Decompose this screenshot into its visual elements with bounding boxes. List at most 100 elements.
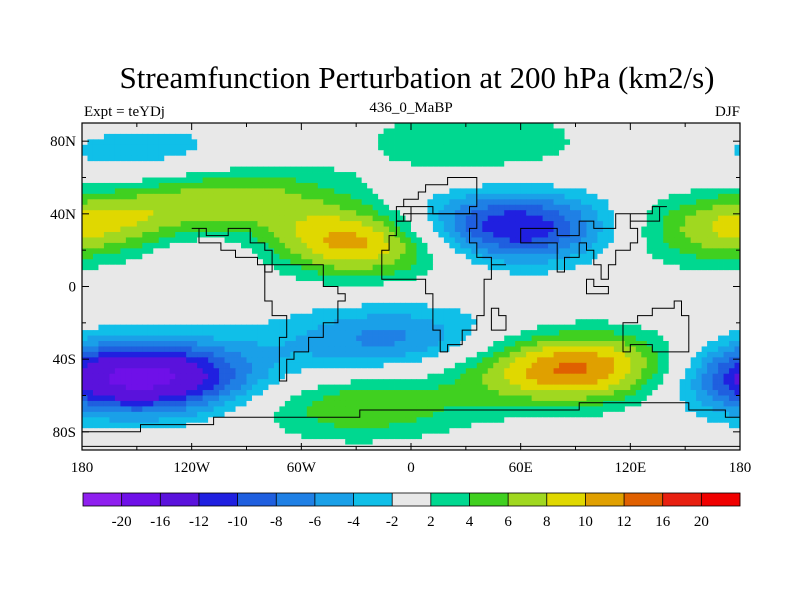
contour-cell (657, 188, 664, 195)
contour-cell (471, 335, 478, 342)
contour-cell (191, 264, 198, 271)
contour-cell (405, 259, 412, 266)
contour-cell (559, 275, 565, 282)
contour-cell (400, 155, 406, 162)
contour-cell (389, 204, 395, 211)
contour-cell (471, 313, 478, 320)
contour-cell (378, 199, 384, 206)
contour-cell (219, 275, 225, 282)
contour-cell (208, 144, 214, 151)
contour-cell (460, 139, 467, 146)
contour-cell (646, 166, 653, 173)
contour-cell (471, 166, 478, 173)
contour-cell (92, 215, 99, 222)
contour-cell (515, 161, 522, 167)
contour-cell (92, 237, 99, 244)
contour-cell (476, 204, 483, 211)
contour-cell (103, 248, 110, 255)
contour-cell (213, 182, 220, 189)
contour-cell (613, 275, 620, 282)
contour-cell (290, 281, 297, 287)
contour-cell (421, 128, 428, 135)
contour-cell (241, 291, 247, 298)
contour-cell (202, 155, 209, 162)
contour-cell (92, 302, 99, 309)
contour-cell (449, 346, 456, 353)
contour-cell (531, 281, 538, 287)
contour-cell (241, 172, 247, 178)
contour-cell (312, 341, 319, 347)
contour-cell (328, 221, 335, 227)
contour-cell (339, 226, 346, 233)
contour-cell (268, 166, 275, 173)
contour-cell (613, 341, 620, 347)
contour-cell (334, 172, 341, 178)
contour-cell (460, 210, 467, 217)
contour-cell (290, 313, 297, 320)
contour-cell (635, 308, 642, 315)
contour-cell (575, 264, 582, 271)
contour-cell (641, 172, 648, 178)
contour-cell (460, 253, 467, 260)
contour-cell (559, 172, 565, 178)
contour-cell (613, 204, 620, 211)
contour-cell (262, 177, 269, 184)
contour-cell (383, 270, 390, 276)
contour-cell (82, 182, 88, 189)
contour-cell (476, 259, 483, 266)
contour-cell (142, 188, 149, 195)
contour-cell (487, 259, 494, 266)
contour-cell (312, 123, 319, 129)
contour-cell (416, 324, 423, 331)
contour-cell (120, 199, 127, 206)
contour-cell (339, 204, 346, 211)
contour-cell (356, 128, 363, 135)
contour-cell (295, 139, 302, 146)
contour-cell (339, 319, 346, 326)
contour-cell (191, 324, 198, 331)
contour-cell (136, 335, 143, 342)
contour-cell (597, 161, 604, 167)
contour-cell (372, 172, 379, 178)
contour-cell (449, 308, 456, 315)
contour-cell (131, 144, 138, 151)
contour-cell (624, 144, 631, 151)
contour-cell (652, 199, 659, 206)
contour-cell (339, 215, 346, 222)
contour-cell (197, 302, 204, 309)
contour-cell (570, 330, 576, 336)
contour-cell (405, 270, 412, 276)
contour-cell (421, 199, 428, 206)
contour-cell (394, 281, 401, 287)
contour-cell (432, 166, 439, 173)
contour-cell (120, 297, 127, 304)
contour-cell (257, 259, 264, 266)
contour-cell (328, 139, 335, 146)
contour-cell (646, 313, 653, 320)
contour-cell (175, 302, 182, 309)
contour-cell (652, 210, 659, 217)
contour-cell (279, 166, 286, 173)
contour-cell (553, 139, 560, 146)
contour-cell (103, 286, 110, 293)
contour-cell (712, 308, 719, 315)
contour-cell (367, 302, 374, 309)
contour-cell (613, 248, 620, 255)
contour-cell (257, 308, 264, 315)
contour-cell (235, 302, 242, 309)
contour-cell (103, 193, 110, 200)
contour-cell (498, 308, 505, 315)
contour-cell (109, 193, 116, 200)
contour-cell (515, 144, 522, 151)
contour-cell (175, 324, 182, 331)
contour-cell (493, 232, 500, 238)
contour-cell (328, 346, 335, 353)
contour-cell (82, 177, 88, 184)
contour-cell (564, 341, 571, 347)
contour-cell (734, 330, 740, 336)
contour-cell (575, 313, 582, 320)
contour-cell (542, 302, 549, 309)
contour-cell (416, 308, 423, 315)
contour-cell (350, 237, 357, 244)
contour-cell (92, 139, 99, 146)
